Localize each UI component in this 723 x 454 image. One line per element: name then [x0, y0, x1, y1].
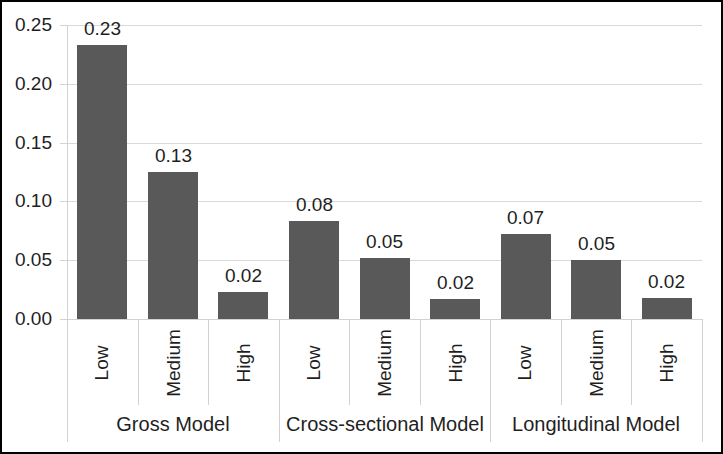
y-axis-tick: [60, 260, 67, 261]
y-axis-tick-label: 0.05: [2, 249, 52, 271]
group-label: Gross Model: [67, 412, 279, 436]
bar-value-label: 0.23: [67, 18, 138, 40]
bar-value-label: 0.02: [420, 272, 491, 294]
category-label: Medium: [561, 320, 632, 405]
bar-value-label: 0.05: [349, 231, 420, 253]
gridline: [67, 84, 702, 85]
bar-value-label: 0.08: [279, 194, 350, 216]
category-label-text: Medium: [162, 329, 184, 397]
y-axis-tick: [60, 84, 67, 85]
category-label: Low: [279, 320, 350, 405]
bar: [218, 292, 268, 319]
bar: [430, 299, 480, 319]
y-axis-tick: [60, 143, 67, 144]
bar-value-label: 0.02: [208, 265, 279, 287]
y-axis-tick-label: 0.15: [2, 132, 52, 154]
y-axis-tick: [60, 25, 67, 26]
bar: [571, 260, 621, 319]
category-label-text: High: [444, 343, 466, 382]
bar: [148, 172, 198, 319]
bar-value-label: 0.05: [561, 233, 632, 255]
category-label: High: [631, 320, 702, 405]
category-label-text: Medium: [373, 329, 395, 397]
bar: [289, 221, 339, 319]
bar: [77, 45, 127, 319]
category-label-text: High: [655, 343, 677, 382]
category-label: High: [208, 320, 279, 405]
gridline: [67, 143, 702, 144]
bar: [501, 234, 551, 319]
category-label-text: Low: [303, 345, 325, 380]
y-axis-tick: [60, 201, 67, 202]
y-axis-tick-label: 0.00: [2, 308, 52, 330]
gridline: [67, 25, 702, 26]
y-axis-tick-label: 0.20: [2, 73, 52, 95]
bar-chart: 0.00 0.05 0.10 0.15 0.20 0.25 0.23 Low 0.13 Mediu…: [0, 0, 723, 454]
group-separator: [702, 319, 703, 442]
category-label: Medium: [349, 320, 420, 405]
y-axis-tick: [60, 319, 67, 320]
bar-value-label: 0.07: [490, 207, 561, 229]
bar-value-label: 0.13: [138, 145, 209, 167]
category-label-text: Low: [91, 345, 113, 380]
group-label: Longitudinal Model: [490, 412, 702, 436]
category-label: Low: [67, 320, 138, 405]
bar: [360, 258, 410, 319]
bar: [642, 298, 692, 319]
y-axis-tick-label: 0.10: [2, 190, 52, 212]
group-label: Cross-sectional Model: [279, 412, 491, 436]
category-label: Low: [490, 320, 561, 405]
bar-value-label: 0.02: [631, 271, 702, 293]
category-label-text: High: [232, 343, 254, 382]
category-label-text: Low: [514, 345, 536, 380]
category-label: Medium: [138, 320, 209, 405]
category-label-text: Medium: [585, 329, 607, 397]
y-axis-tick-label: 0.25: [2, 14, 52, 36]
category-label: High: [420, 320, 491, 405]
